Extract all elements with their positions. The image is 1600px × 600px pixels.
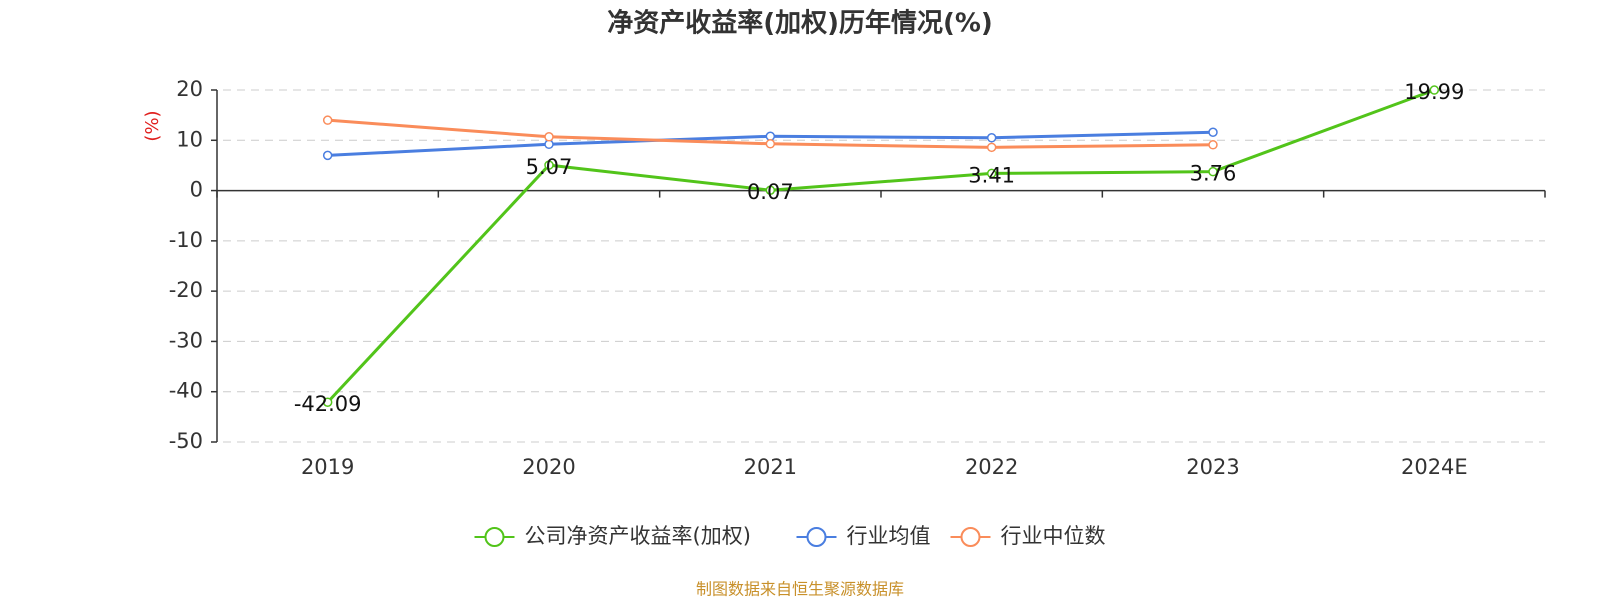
x-tick-label: 2023 [1186, 455, 1239, 479]
y-tick-label: 10 [176, 127, 203, 151]
x-tick-label: 2020 [522, 455, 575, 479]
data-point [765, 139, 776, 149]
x-tick-label: 2022 [965, 455, 1018, 479]
y-tick-label: -40 [169, 379, 203, 403]
legend-marker[interactable] [806, 527, 827, 547]
value-label: 5.07 [526, 155, 573, 179]
y-tick-label: 0 [190, 178, 203, 202]
value-label: -42.09 [294, 392, 362, 416]
value-label: 3.76 [1190, 162, 1237, 186]
data-point [986, 168, 997, 179]
legend-label[interactable]: 行业均值 [847, 524, 931, 548]
data-point [1208, 140, 1218, 150]
x-tick-label: 2019 [301, 455, 354, 479]
value-label: 3.41 [968, 163, 1015, 187]
data-point [765, 185, 776, 195]
y-tick-label: -30 [169, 328, 203, 352]
y-tick-label: -50 [169, 429, 203, 453]
legend-marker[interactable] [960, 527, 981, 547]
value-label: 0.07 [747, 180, 794, 204]
y-tick-label: -10 [169, 228, 203, 252]
data-point [986, 133, 997, 143]
data-point [544, 132, 554, 142]
data-point [986, 142, 997, 153]
value-label: 19.99 [1404, 80, 1464, 104]
legend-marker[interactable] [484, 527, 505, 547]
legend-label[interactable]: 行业中位数 [1001, 524, 1106, 548]
data-point [322, 115, 333, 125]
data-point [322, 150, 333, 161]
data-point [322, 397, 333, 407]
y-tick-label: 20 [176, 77, 203, 101]
data-point [1208, 127, 1218, 137]
data-point [544, 160, 554, 170]
legend-label[interactable]: 公司净资产收益率(加权) [525, 524, 751, 548]
chart-title: 净资产收益率(加权)历年情况(%) [607, 8, 993, 39]
data-point [1208, 166, 1218, 177]
source-note: 制图数据来自恒生聚源数据库 [696, 580, 904, 599]
x-tick-label: 2024E [1401, 455, 1468, 479]
data-point [1429, 85, 1440, 95]
series-line [326, 88, 1435, 404]
y-tick-label: -20 [169, 278, 203, 302]
y-axis-label: (%) [142, 110, 163, 141]
x-tick-label: 2021 [744, 455, 797, 479]
